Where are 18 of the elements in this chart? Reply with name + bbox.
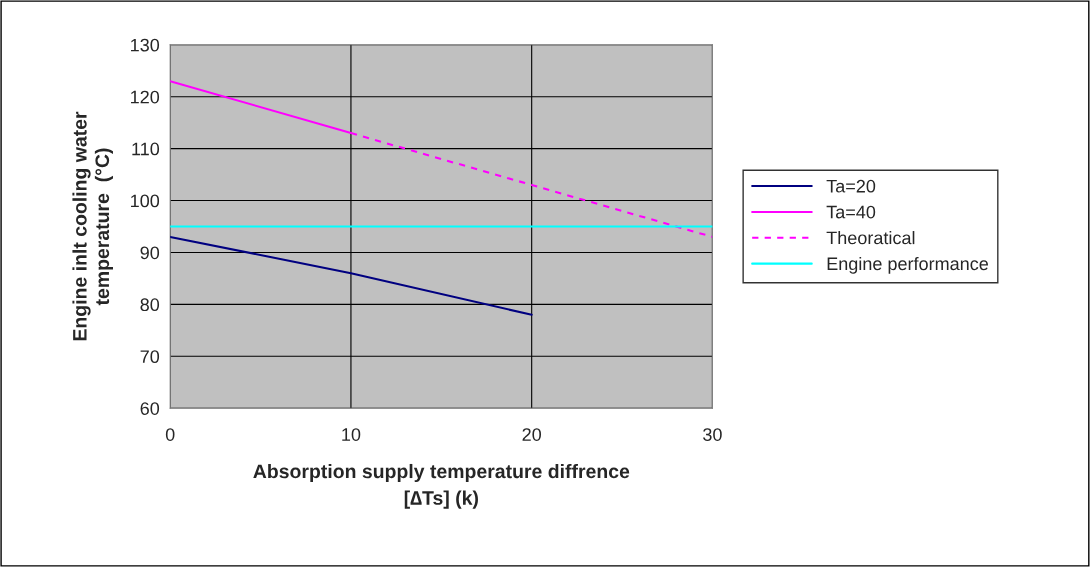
x-tick-label: 30 (703, 428, 722, 441)
y-tick-label: 80 (140, 298, 160, 312)
x-tick-label: 20 (522, 428, 542, 441)
x-tick-label: 0 (165, 428, 175, 441)
legend-label: Ta=40 (826, 205, 876, 219)
y-tick-label: 110 (132, 142, 160, 156)
x-axis-title: Absorption supply temperature diffrence [∆Ts] (k) (253, 463, 630, 509)
y-axis-title: Engine inlt cooling water temperature (°C) (72, 111, 113, 341)
y-tick-label: 120 (131, 90, 160, 104)
legend-label: Theoratical (826, 231, 915, 245)
y-tick-label: 100 (131, 194, 160, 208)
y-tick-label: 90 (140, 246, 160, 260)
y-tick-label: 130 (131, 38, 160, 52)
x-tick-label: 10 (342, 428, 361, 441)
legend-label: Engine performance (827, 256, 988, 274)
y-tick-label: 60 (140, 402, 160, 415)
y-tick-label: 70 (140, 350, 160, 364)
legend-label: Ta=20 (826, 179, 876, 193)
